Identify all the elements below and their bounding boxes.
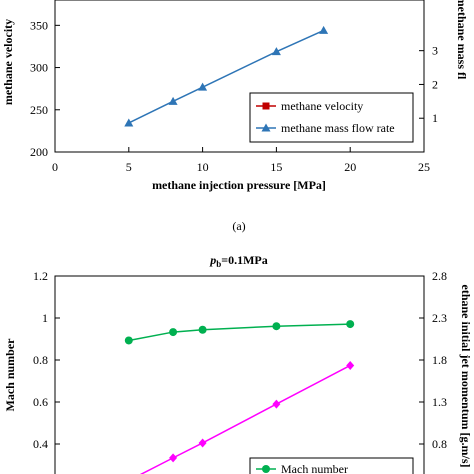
chart-a-y-ticks: 200 250 300 350 [30,18,60,159]
chart-b-y2-tick-label: 0.8 [432,437,447,451]
chart-b-y-ticks: 0.4 0.6 0.8 1 1.2 [33,269,60,451]
chart-b-y2-ticks: 0.8 1.3 1.8 2.3 2.8 [419,269,447,451]
chart-a-y2-axis-label: methane mass fl [455,0,469,80]
chart-b-point-1-2 [198,438,207,448]
chart-a-point-1-2 [198,82,208,91]
chart-a-x-tick-label: 5 [126,160,132,174]
chart-b-point-1-4 [346,360,355,370]
chart-b-point-0-3 [272,322,281,331]
chart-b-point-0-2 [198,325,207,334]
chart-a: 200 250 300 350 1 2 3 0 5 10 15 20 25 methane velo… [1,0,469,233]
chart-a-y2-tick-label: 1 [432,111,438,125]
chart-a-x-ticks: 0 5 10 15 20 25 [52,147,430,174]
chart-a-legend-markers [256,102,276,132]
chart-b-point-0-4 [346,320,355,329]
chart-a-point-1-4 [319,25,329,34]
chart-b-y2-tick-label: 2.8 [432,269,447,283]
chart-b-legend-marker-0 [262,465,270,473]
chart-a-point-1-1 [168,96,178,105]
chart-b-y-tick-label: 0.4 [33,437,48,451]
chart-b-point-1-3 [272,399,281,409]
chart-b-legend-markers [256,465,276,473]
chart-a-point-1-0 [124,118,134,127]
chart-b-title-p: p [209,253,216,267]
chart-a-y-tick-label: 250 [30,103,48,117]
chart-a-y-tick-label: 200 [30,145,48,159]
chart-a-y2-tick-label: 2 [432,77,438,91]
chart-b-series-line-0 [128,323,351,342]
chart-a-legend-label-1: methane mass flow rate [281,121,395,135]
chart-b-point-0-0 [124,336,133,345]
chart-b-y-tick-label: 0.8 [33,353,48,367]
chart-b-y-tick-label: 1 [42,311,48,325]
chart-b-y-axis-label: Mach number [3,338,17,412]
chart-b-y2-tick-label: 1.3 [432,395,447,409]
chart-b-title-rest: =0.1MPa [221,253,268,267]
chart-b-legend: Mach number [249,457,414,474]
chart-a-x-tick-label: 0 [52,160,58,174]
chart-a-y2-tick-label: 3 [432,44,438,58]
chart-a-y-tick-label: 300 [30,61,48,75]
chart-b-title-sub: b [216,259,221,269]
chart-a-x-tick-label: 15 [270,160,282,174]
chart-b: pb=0.1MPa 0.40.60.811.2 0.81.31.82.32.8 … [3,253,473,474]
chart-a-x-tick-label: 20 [344,160,356,174]
chart-a-y-tick-label: 350 [30,18,48,32]
chart-a-y2-ticks: 1 2 3 [419,44,438,125]
chart-b-legend-label-0: Mach number [281,462,348,474]
chart-b-y-tick-label: 0.6 [33,395,48,409]
chart-b-series [124,320,355,474]
chart-a-series [124,25,329,127]
chart-a-legend-box [249,92,414,143]
chart-b-legend-box [249,457,414,474]
chart-b-plot-area [54,275,425,474]
chart-b-point-1-1 [169,453,178,463]
chart-a-legend-marker-0 [262,102,270,110]
chart-a-x-tick-label: 25 [418,160,430,174]
chart-a-y-axis-label: methane velocity [1,19,15,105]
chart-b-point-0-1 [169,328,178,337]
chart-b-title: pb=0.1MPa [209,253,268,269]
chart-a-plot-area [54,0,425,153]
chart-a-x-axis-label: methane injection pressure [MPa] [152,178,326,192]
chart-a-caption: (a) [232,219,245,233]
chart-a-legend-marker-1 [261,123,271,132]
chart-b-y2-tick-label: 1.8 [432,353,447,367]
chart-b-y2-tick-label: 2.3 [432,311,447,325]
chart-a-legend: methane velocity methane mass flow rate [249,92,414,143]
chart-a-x-tick-label: 10 [197,160,209,174]
chart-b-y2-axis-label: ethane initial jet momentum [g.m/s] [459,285,473,468]
chart-a-legend-label-0: methane velocity [281,99,363,113]
chart-a-point-1-3 [271,47,281,56]
chart-b-y-tick-label: 1.2 [33,269,48,283]
